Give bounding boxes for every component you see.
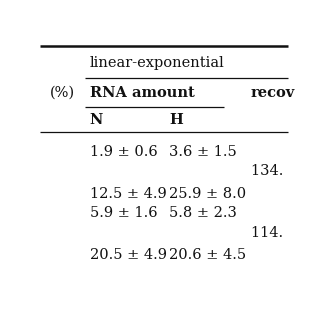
Text: 20.6 ± 4.5: 20.6 ± 4.5 [169,248,246,262]
Text: 5.9 ± 1.6: 5.9 ± 1.6 [90,206,157,220]
Text: RNA amount: RNA amount [90,86,194,100]
Text: 25.9 ± 8.0: 25.9 ± 8.0 [169,187,246,201]
Text: 134.: 134. [251,164,286,179]
Text: 114.: 114. [251,226,286,240]
Text: 20.5 ± 4.9: 20.5 ± 4.9 [90,248,167,262]
Text: 5.8 ± 2.3: 5.8 ± 2.3 [169,206,237,220]
Text: H: H [169,113,183,127]
Text: recov: recov [251,86,295,100]
Text: linear-exponential: linear-exponential [90,56,224,70]
Text: N: N [90,113,103,127]
Text: (%): (%) [50,86,75,100]
Text: 12.5 ± 4.9: 12.5 ± 4.9 [90,187,166,201]
Text: 1.9 ± 0.6: 1.9 ± 0.6 [90,145,157,159]
Text: 3.6 ± 1.5: 3.6 ± 1.5 [169,145,237,159]
